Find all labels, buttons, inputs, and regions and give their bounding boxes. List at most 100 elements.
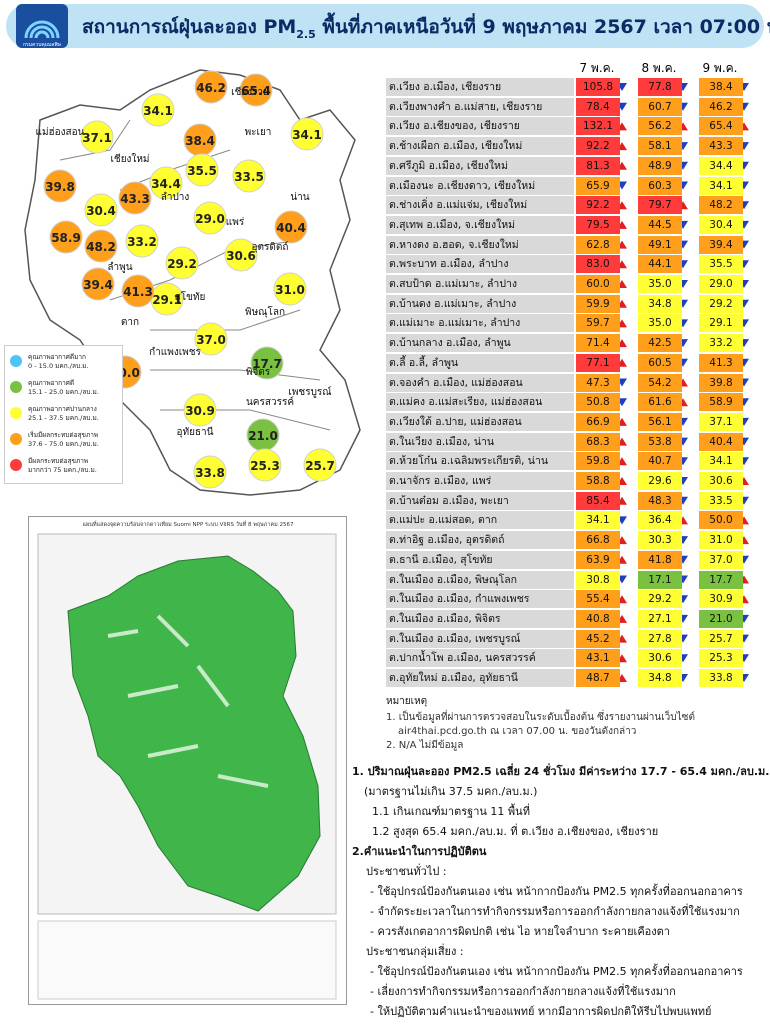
station-name: ต.นาจักร อ.เมือง, แพร่	[386, 472, 574, 490]
bubble-value: 33.2	[127, 235, 157, 249]
legend-label: มีผลกระทบต่อสุขภาพ	[28, 457, 88, 465]
station-name: ต.ท่าอิฐ อ.เมือง, อุตรดิตถ์	[386, 531, 574, 550]
summary-line: 1.1 เกินเกณฑ์มาตรฐาน 11 พื้นที่	[372, 805, 530, 818]
province-label: กำแพงเพชร	[149, 347, 201, 358]
station-name: ต.ลี้ อ.ลี้, ลำพูน	[386, 353, 574, 372]
station-name: ต.ในเมือง อ.เมือง, กำแพงเพชร	[386, 590, 574, 609]
value-cell: 79.5	[576, 215, 620, 234]
value-cell: 54.2	[638, 373, 682, 392]
value-cell: 30.9	[699, 590, 743, 609]
station-bubble	[239, 73, 273, 107]
station-name: ต.แม่คง อ.แม่สะเรียง, แม่ฮ่องสอน	[386, 393, 574, 412]
station-bubble	[303, 448, 337, 482]
summary-line: 1. ปริมาณฝุ่นละออง PM2.5 เฉลี่ย 24 ชั่วโ…	[352, 765, 770, 778]
legend-range: 0 - 15.0 มคก./ลบ.ม.	[28, 362, 89, 370]
station-bubble	[84, 229, 118, 263]
logo: กรมควบคุมมลพิษ	[16, 4, 68, 48]
station-bubble	[125, 224, 159, 258]
value-cell: 34.4	[699, 156, 743, 175]
value-cell: 44.1	[638, 255, 682, 274]
value-cell: 43.1	[576, 649, 620, 668]
station-name: ต.ในเมือง อ.เมือง, พิจิตร	[386, 609, 574, 628]
province-label: เชียงใหม่	[110, 153, 149, 165]
station-bubble	[193, 201, 227, 235]
province-label: สุโขทัย	[175, 290, 206, 303]
bubble-value: 30.6	[226, 249, 256, 263]
value-cell: 30.6	[638, 649, 682, 668]
bubble-value: 25.3	[250, 459, 280, 473]
value-cell: 58.9	[699, 393, 743, 412]
value-cell: 41.8	[638, 550, 682, 569]
value-cell: 29.1	[699, 314, 743, 333]
value-cell: 48.2	[699, 196, 743, 215]
value-cell: 35.0	[638, 314, 682, 333]
value-cell: 79.7	[638, 196, 682, 215]
value-cell: 46.2	[699, 97, 743, 116]
hotspot-texture	[107, 614, 269, 788]
station-map: 38.4 46.2 65.4 43.334.4 34.1 48.2 30.4 39.4 35.5…	[24, 69, 361, 496]
legend-swatch	[10, 433, 22, 445]
value-cell: 81.3	[576, 156, 620, 175]
value-cell: 77.1	[576, 353, 620, 372]
title-part: สถานการณ์ฝุ่นละออง PM	[82, 16, 297, 38]
value-cell: 36.4	[638, 511, 682, 530]
province-label: นครสวรรค์	[246, 396, 294, 408]
day-header: 8 พ.ค.	[641, 61, 677, 75]
bubble-value: 65.4	[241, 84, 271, 98]
legend-range: 15.1 - 25.0 มคก./ลบ.ม.	[28, 388, 99, 396]
value-cell: 48.7	[576, 669, 620, 687]
note-line: 1. เป็นข้อมูลที่ผ่านการตรวจสอบในระดับเบื…	[386, 712, 695, 723]
value-cell: 56.2	[638, 117, 682, 136]
logo-arcs	[24, 20, 60, 39]
summary-line: ประชาชนทั่วไป :	[366, 865, 447, 878]
value-cell: 42.5	[638, 334, 682, 353]
bubble-value: 29.2	[167, 257, 197, 271]
province-label: พิษณุโลก	[245, 305, 285, 318]
value-cell: 65.9	[576, 176, 620, 195]
station-bubble	[273, 272, 307, 306]
station-name: ต.พระบาท อ.เมือง, ลำปาง	[386, 255, 574, 274]
value-cell: 71.4	[576, 334, 620, 353]
province-label: พะเยา	[245, 127, 272, 138]
station-bubble	[81, 267, 115, 301]
station-bubble	[193, 455, 227, 489]
station-name: ต.บ้านต๋อม อ.เมือง, พะเยา	[386, 491, 574, 510]
value-cell: 92.2	[576, 137, 620, 156]
value-cell: 34.8	[638, 669, 682, 687]
summary-line: - เลี่ยงการทำกิจกรรมหรือการออกกำลังกายกล…	[370, 985, 676, 998]
legend-label: คุณภาพอากาศดี	[28, 379, 74, 387]
summary-line: - ควรสังเกตอาการผิดปกติ เช่น ไอ หายใจลำบ…	[370, 925, 670, 938]
station-bubble	[194, 322, 228, 356]
summary-line: - จำกัดระยะเวลาในการทำกิจกรรมหรือการออกก…	[370, 905, 740, 918]
legend-swatch	[10, 407, 22, 419]
value-cell: 60.0	[576, 275, 620, 293]
bubble-value: 58.9	[51, 231, 81, 245]
station-bubble	[80, 120, 114, 154]
station-name: ต.บ้านกลาง อ.เมือง, ลำพูน	[386, 334, 574, 353]
station-name: ต.อุทัยใหม่ อ.เมือง, อุทัยธานี	[386, 669, 574, 687]
station-bubble	[165, 246, 199, 280]
station-bubble	[121, 274, 155, 308]
map-outline	[24, 69, 361, 496]
bubble-value: 39.4	[83, 278, 113, 292]
legend-label: คุณภาพอากาศปานกลาง	[28, 405, 97, 413]
value-cell: 35.0	[638, 275, 682, 293]
hotspot-map: แผนที่แสดงจุดความร้อนจากดาวเทียม Suomi N…	[28, 516, 347, 1005]
station-bubble	[141, 93, 175, 127]
bubble-value: 39.8	[45, 180, 75, 194]
station-name: ต.ช่างเคิ่ง อ.แม่แจ่ม, เชียงใหม่	[386, 196, 574, 215]
bubble-value: 37.1	[82, 131, 112, 145]
station-name: ต.แม่เมาะ อ.แม่เมาะ, ลำปาง	[386, 314, 574, 333]
value-cell: 29.2	[638, 590, 682, 609]
value-cell: 38.4	[699, 78, 743, 96]
station-name: ต.สุเทพ อ.เมือง, จ.เชียงใหม่	[386, 215, 574, 234]
station-name: ต.เวียง อ.เชียงของ, เชียงราย	[386, 117, 574, 136]
value-cell: 37.0	[699, 550, 743, 569]
bubble-value: 31.0	[275, 283, 305, 297]
value-cell: 50.0	[699, 511, 743, 530]
bubble-value: 41.3	[123, 285, 153, 299]
value-cell: 39.4	[699, 235, 743, 254]
station-name: ต.เมืองนะ อ.เชียงดาว, เชียงใหม่	[386, 176, 574, 195]
